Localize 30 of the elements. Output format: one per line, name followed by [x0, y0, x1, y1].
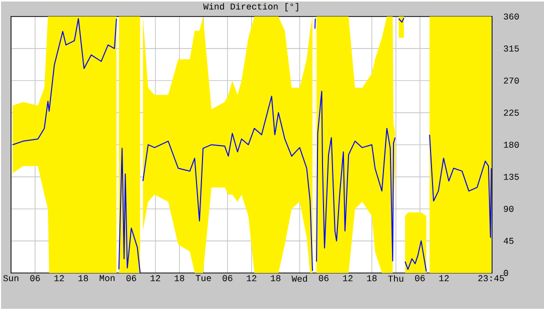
x-tick-label: Wed: [292, 275, 307, 282]
x-tick-label: 18: [78, 275, 88, 282]
x-tick-label: Thu: [388, 275, 404, 282]
x-tick-label: 18: [367, 275, 377, 282]
y-tick-label: 135: [504, 174, 519, 180]
x-tick-label: 06: [126, 275, 136, 282]
x-tick-label: 12: [54, 275, 64, 282]
y-tick-label: 225: [504, 110, 519, 116]
y-tick-label: 315: [504, 46, 519, 52]
x-tick-label: Mon: [100, 275, 115, 282]
x-tick-label: 18: [270, 275, 280, 282]
y-tick-label: 90: [504, 206, 514, 212]
chart-title: Wind Direction [°]: [203, 3, 298, 12]
x-tick-label: 23:45: [478, 275, 504, 282]
x-tick-label: 12: [343, 275, 353, 282]
x-tick-label: 06: [318, 275, 329, 282]
y-tick-label: 45: [504, 238, 514, 244]
x-tick-label: 06: [222, 275, 232, 282]
x-tick-label: 12: [439, 275, 449, 282]
y-tick-label: 360: [504, 13, 519, 20]
x-tick-label: 12: [246, 275, 256, 282]
x-tick-label: 18: [174, 275, 184, 282]
y-tick-label: 270: [504, 78, 519, 84]
y-tick-label: 0: [504, 270, 508, 276]
x-tick-label: 06: [415, 275, 425, 282]
y-tick-label: 180: [504, 142, 519, 148]
x-tick-label: Sun: [3, 275, 18, 282]
x-tick-label: 12: [150, 275, 160, 282]
x-tick-label: Tue: [196, 275, 211, 282]
x-tick-label: 06: [30, 275, 40, 282]
